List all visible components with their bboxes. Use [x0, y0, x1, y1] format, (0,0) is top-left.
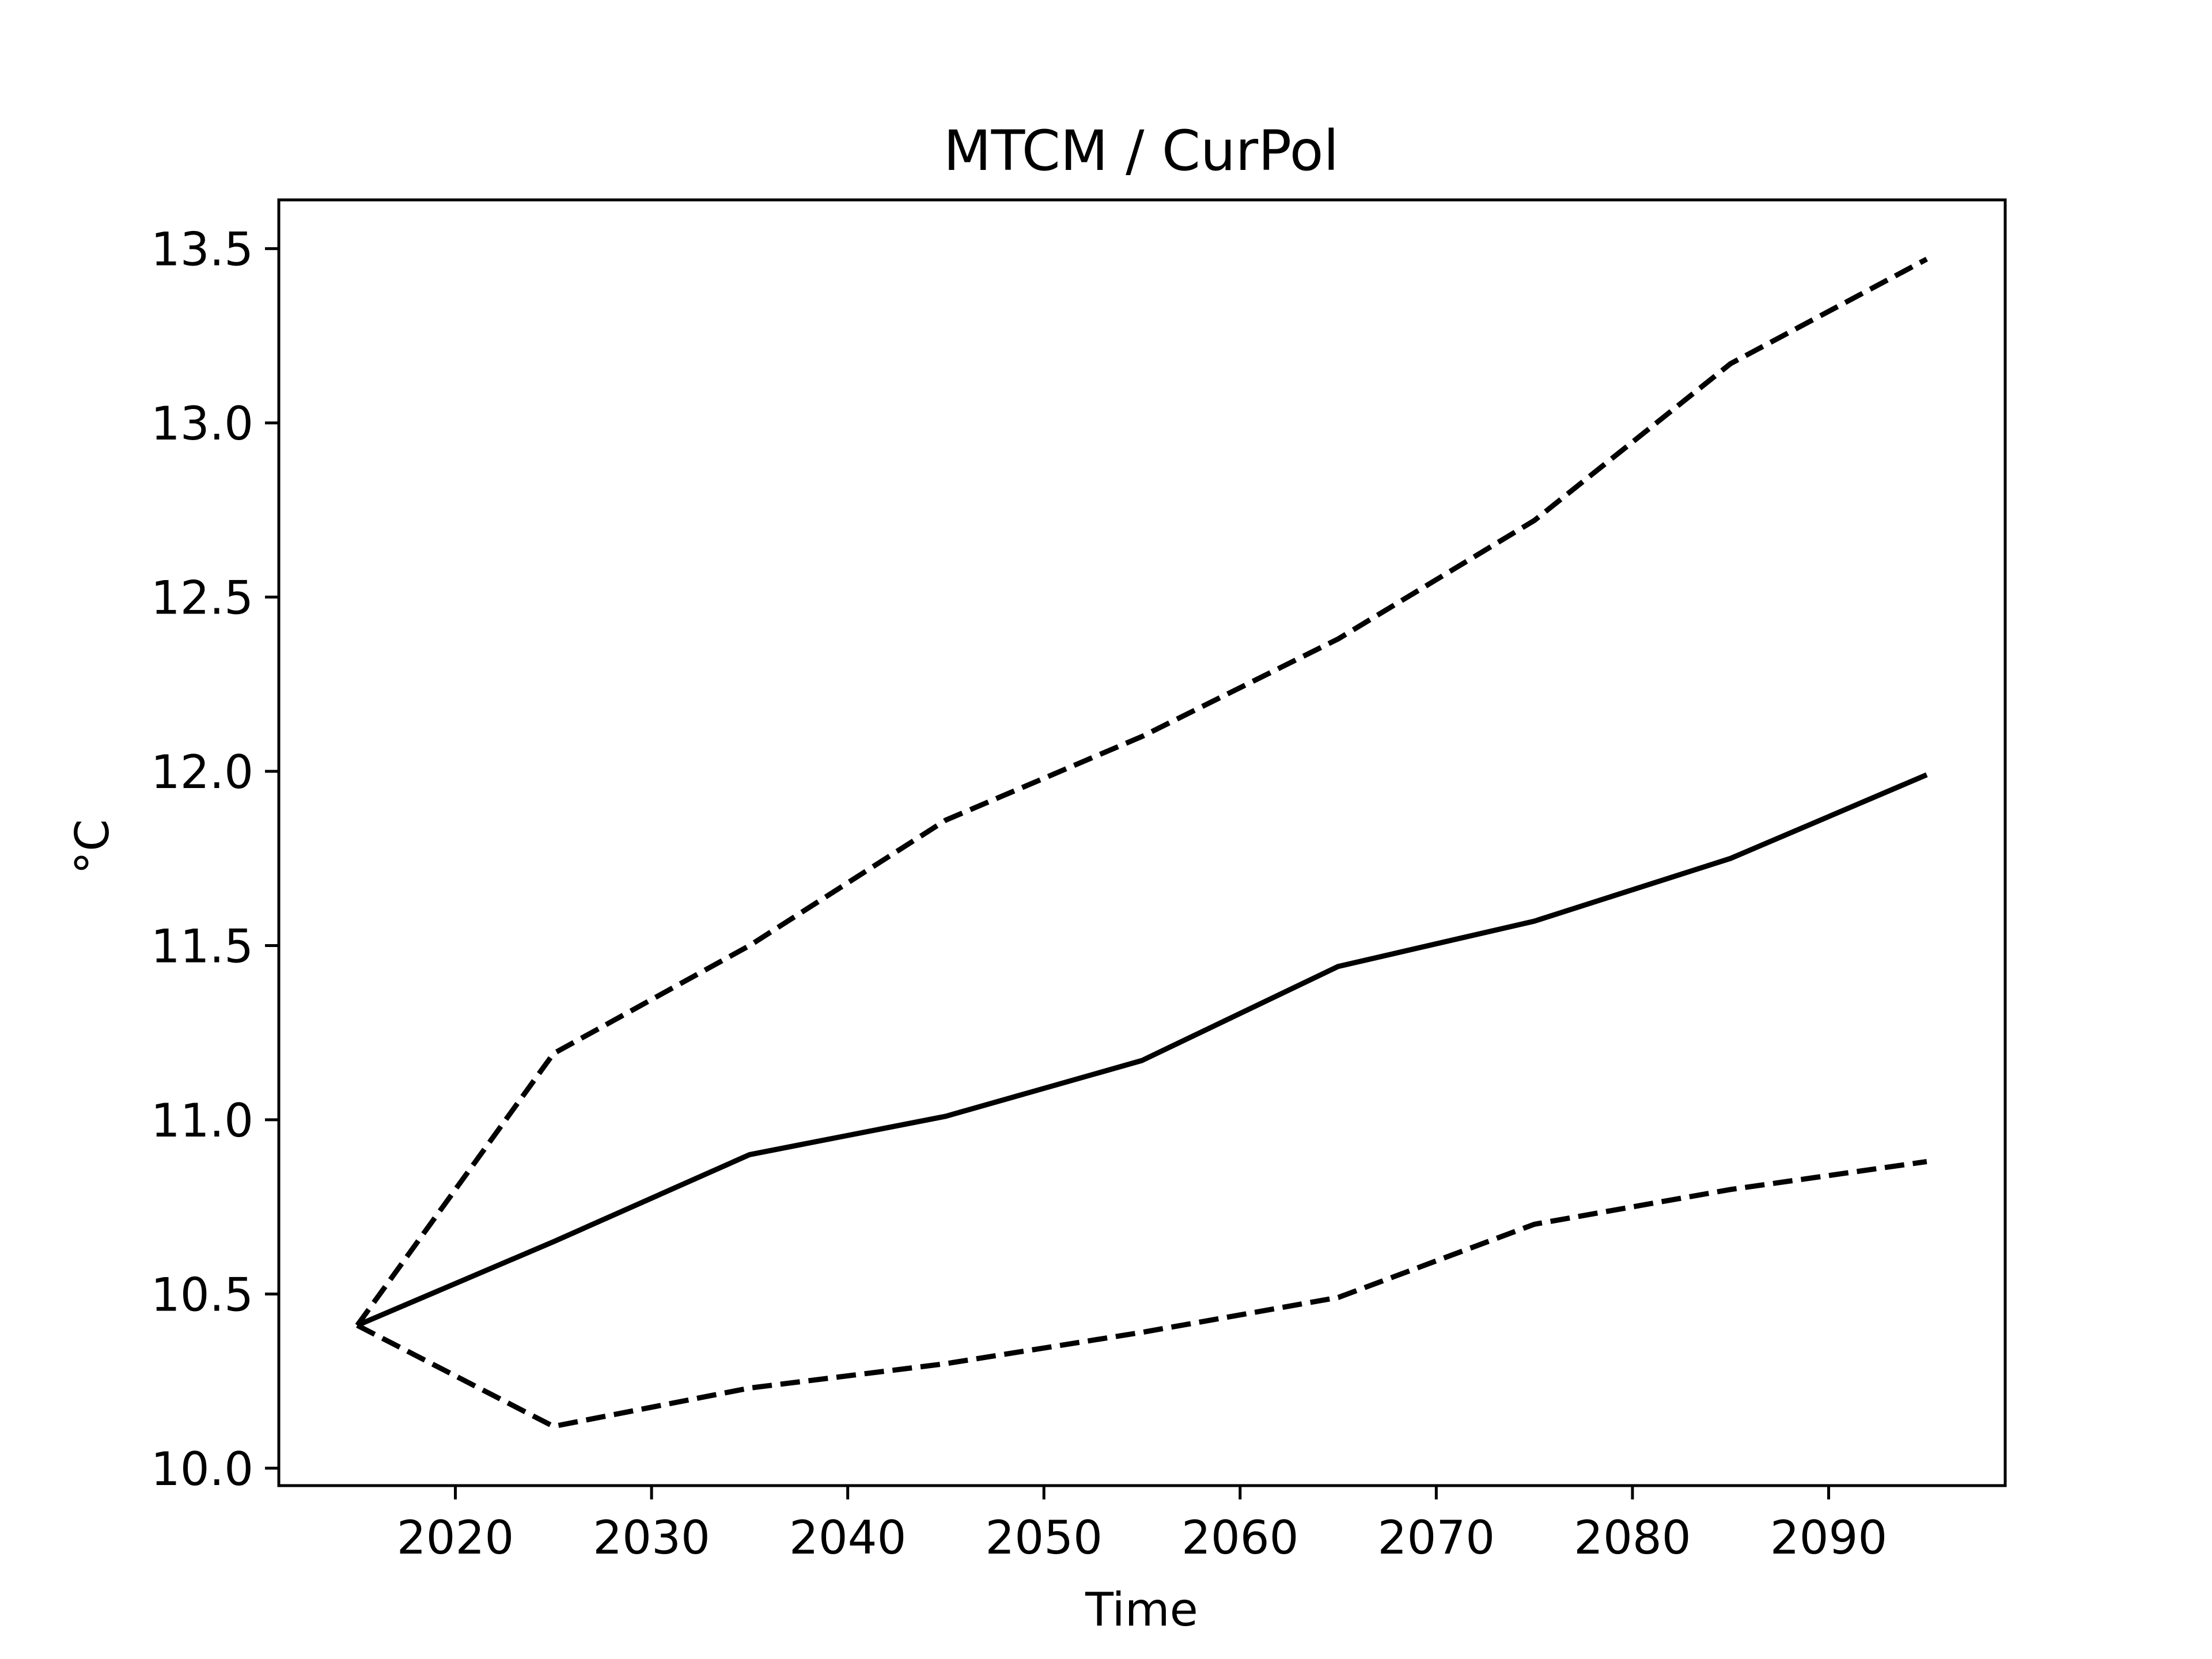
y-tick-label: 13.5: [151, 223, 253, 276]
y-tick-label: 13.0: [151, 397, 253, 450]
y-tick-label: 12.5: [151, 571, 253, 625]
y-tick-label: 11.0: [151, 1094, 253, 1147]
x-tick-label: 2040: [789, 1511, 907, 1565]
y-tick-label: 11.5: [151, 919, 253, 973]
x-tick-label: 2030: [593, 1511, 710, 1565]
series-lines: [355, 256, 1928, 1429]
x-tick-label: 2070: [1378, 1511, 1495, 1565]
solid-series-line-0: [356, 772, 1928, 1328]
y-axis-label: °C: [66, 819, 119, 874]
x-axis-label: Time: [1085, 1583, 1198, 1637]
dashed-series-line-1: [355, 256, 1928, 1327]
y-axis-ticks: 10.0 10.5 11.0 11.5 12.0 12.5 13.0 13.5: [151, 223, 279, 1496]
y-tick-label: 10.0: [151, 1442, 253, 1496]
x-axis-ticks: 2020 2030 2040 2050 2060 2070 2080 2090: [397, 1486, 1888, 1565]
dashed-series-line-2: [356, 1159, 1927, 1429]
chart-title: MTCM / CurPol: [944, 119, 1339, 183]
x-tick-label: 2080: [1574, 1511, 1691, 1565]
y-tick-label: 10.5: [151, 1268, 253, 1321]
x-tick-label: 2060: [1181, 1511, 1299, 1565]
x-tick-label: 2090: [1770, 1511, 1888, 1565]
x-tick-label: 2050: [985, 1511, 1103, 1565]
plot-area-frame: [277, 198, 2007, 1487]
x-tick-label: 2020: [397, 1511, 514, 1565]
y-tick-label: 12.0: [151, 745, 253, 799]
